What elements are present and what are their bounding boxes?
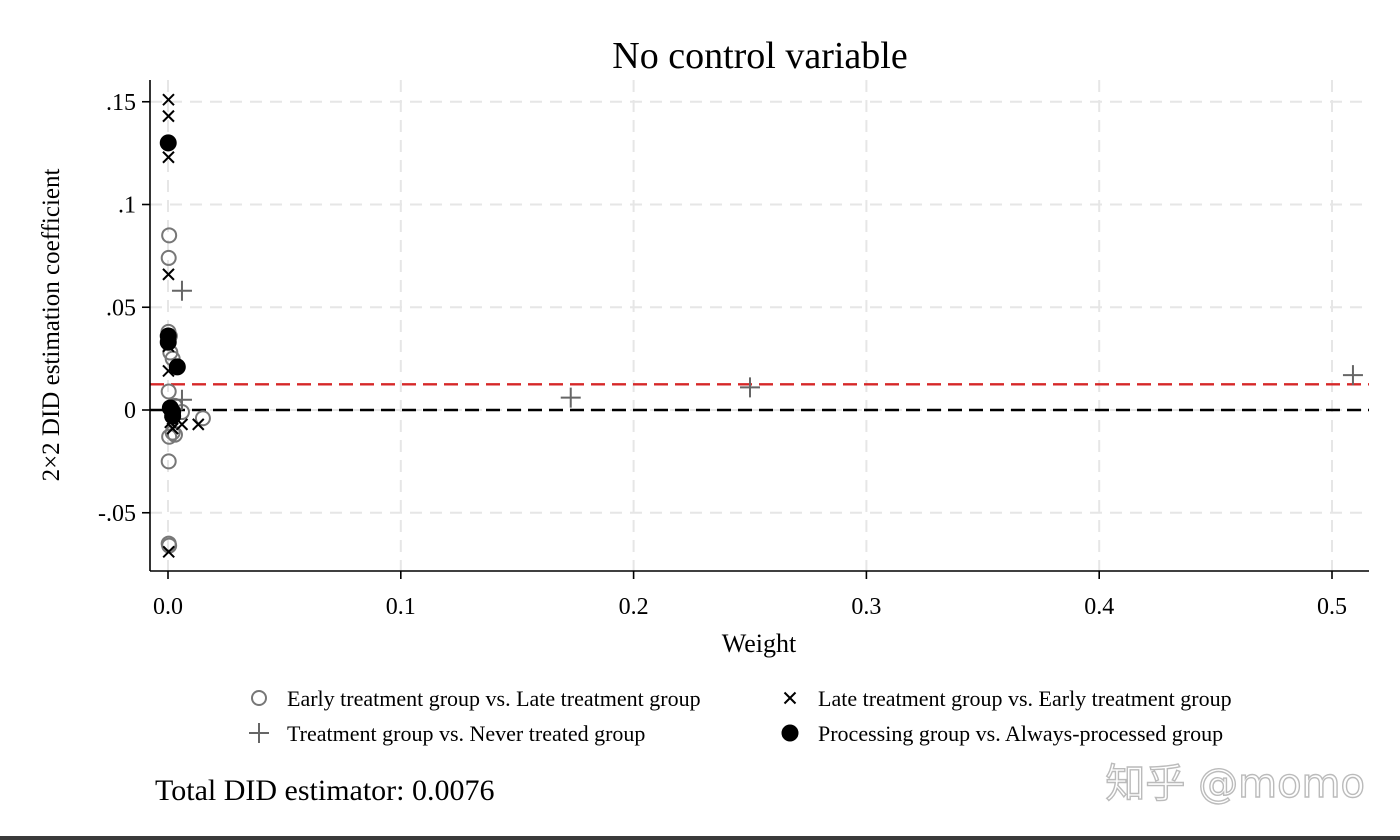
- legend: Early treatment group vs. Late treatment…: [249, 686, 1232, 746]
- y-tick-label: -.05: [98, 501, 136, 527]
- data-point: [161, 428, 178, 445]
- data-point: [166, 422, 179, 435]
- x-axis-label: Weight: [722, 629, 797, 658]
- data-points: [159, 93, 1363, 559]
- y-tick-label: .15: [106, 90, 136, 116]
- data-point: [168, 358, 186, 376]
- legend-item: Late treatment group vs. Early treatment…: [783, 686, 1232, 711]
- y-tick-label: 0: [124, 398, 136, 424]
- data-point: [171, 280, 192, 301]
- data-point: [162, 93, 175, 106]
- legend-item: Processing group vs. Always-processed gr…: [781, 721, 1223, 746]
- legend-marker: [781, 724, 799, 742]
- series-4: [159, 134, 186, 425]
- series-3: [171, 280, 1363, 410]
- data-point: [162, 109, 175, 123]
- x-tick-label: 0.0: [153, 594, 183, 620]
- data-point: [160, 453, 177, 470]
- data-point: [194, 410, 211, 427]
- window-bottom-edge: [0, 836, 1400, 840]
- legend-label: Early treatment group vs. Late treatment…: [287, 686, 701, 711]
- reference-lines: [150, 383, 1369, 412]
- total-did-annotation: Total DID estimator: 0.0076: [155, 774, 495, 807]
- data-point: [160, 383, 177, 400]
- data-point: [171, 389, 192, 410]
- data-point: [560, 387, 581, 408]
- legend-marker: [251, 690, 267, 706]
- data-point: [160, 249, 177, 266]
- data-point: [162, 545, 175, 559]
- data-point: [1342, 365, 1363, 386]
- x-tick-label: 0.5: [1317, 594, 1347, 620]
- y-ticks: -.05 0 .05 .1 .15: [98, 90, 150, 527]
- legend-label: Late treatment group vs. Early treatment…: [818, 686, 1232, 711]
- x-ticks: 0.0 0.1 0.2 0.3 0.4 0.5: [153, 571, 1347, 620]
- axes: [149, 80, 1369, 572]
- legend-label: Treatment group vs. Never treated group: [287, 721, 645, 746]
- data-point: [164, 407, 182, 425]
- data-point: [159, 333, 177, 351]
- y-tick-label: .1: [118, 193, 136, 219]
- x-tick-label: 0.4: [1084, 594, 1114, 620]
- grid: [150, 80, 1369, 571]
- data-point: [162, 151, 175, 164]
- legend-label: Processing group vs. Always-processed gr…: [818, 721, 1223, 746]
- legend-marker: [249, 723, 269, 743]
- chart-title: No control variable: [612, 35, 907, 77]
- data-point: [162, 268, 175, 281]
- legend-item: Treatment group vs. Never treated group: [249, 721, 645, 746]
- watermark: 知乎 @momo: [1105, 761, 1365, 807]
- data-point: [159, 134, 177, 152]
- data-point: [192, 418, 205, 431]
- data-point: [740, 377, 760, 398]
- x-tick-label: 0.1: [386, 594, 416, 620]
- x-tick-label: 0.2: [619, 594, 649, 620]
- legend-item: Early treatment group vs. Late treatment…: [251, 686, 701, 711]
- data-point: [161, 227, 178, 244]
- y-axis-label: 2×2 DID estimation coefficient: [38, 169, 65, 482]
- x-tick-label: 0.3: [851, 594, 881, 620]
- legend-marker: [783, 691, 797, 705]
- y-tick-label: .05: [106, 295, 136, 321]
